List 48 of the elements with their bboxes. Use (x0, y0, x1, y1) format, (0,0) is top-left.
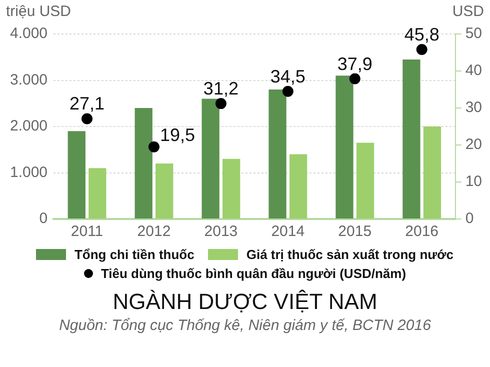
legend-label: Tổng chi tiền thuốc (74, 247, 194, 262)
point (82, 113, 93, 124)
x-tick-label: 2012 (137, 223, 171, 240)
bar (134, 108, 152, 218)
data-label: 27,1 (70, 94, 105, 114)
bar (88, 168, 106, 218)
point (416, 44, 428, 56)
data-label: 19,5 (160, 124, 196, 145)
data-label: 45,8 (404, 24, 440, 45)
y2-tick-label: 40 (465, 62, 482, 80)
y2-axis-title: USD (452, 3, 484, 20)
bar (222, 158, 240, 218)
x-tick-label: 2011 (70, 223, 104, 240)
bar (423, 126, 442, 218)
y2-tick-label: 50 (465, 25, 482, 42)
text: Nguồn: Tổng cục Thống kê, Niên giám y tế, BCTN 2016 (58, 317, 432, 334)
bar (336, 76, 354, 218)
bar (356, 142, 374, 218)
bar (202, 98, 220, 218)
y-tick-label: 1.000 (10, 164, 48, 181)
y-tick-label: 4.000 (10, 25, 48, 42)
x-tick-label: 2016 (405, 223, 439, 240)
y2-tick-label: 10 (465, 173, 482, 190)
point (148, 141, 160, 152)
legend-label: Tiêu dùng thuốc bình quân đầu người (USD/năm) (100, 266, 406, 281)
point (349, 73, 360, 84)
data-label: 34,5 (270, 66, 306, 86)
y-tick-label: 0 (39, 210, 48, 228)
y2-tick-label: 30 (465, 99, 482, 116)
bar (156, 164, 174, 218)
bar (268, 90, 286, 218)
point (282, 86, 294, 97)
bar (402, 59, 420, 218)
bar (289, 154, 308, 218)
data-label: 37,9 (337, 54, 372, 74)
y2-tick-label: 0 (465, 210, 474, 228)
data-label: 31,2 (203, 78, 238, 99)
x-tick-label: 2014 (271, 223, 305, 240)
text: NGÀNH DƯỢC VIỆT NAM (112, 289, 378, 315)
point (215, 98, 226, 110)
legend-label: Giá trị thuốc sản xuất trong nước (246, 247, 454, 262)
y-tick-label: 2.000 (10, 118, 48, 135)
x-tick-label: 2015 (338, 223, 372, 240)
x-tick-label: 2013 (204, 223, 238, 240)
y-axis-title: triệu USD (6, 3, 72, 20)
bar (68, 131, 86, 218)
y2-tick-label: 20 (465, 136, 482, 154)
y-tick-label: 3.000 (10, 71, 48, 88)
